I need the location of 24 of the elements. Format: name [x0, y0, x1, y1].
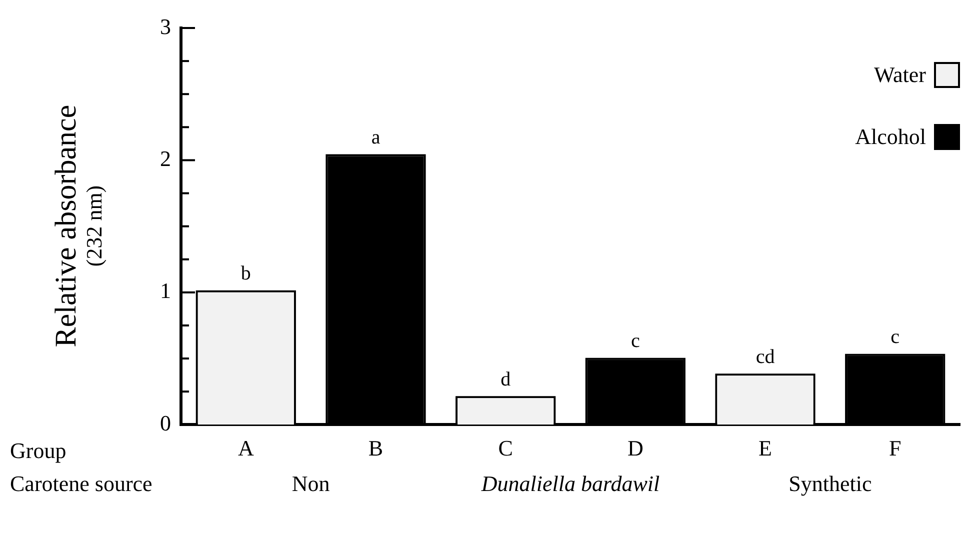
y-axis-title: Relative absorbance (232 nm) [50, 105, 106, 348]
y-tick-label: 0 [160, 410, 171, 436]
text: Dunaliella bardawil [481, 470, 660, 496]
text: Non [292, 470, 330, 496]
x-tick-label: B [368, 436, 384, 461]
annotation: c [630, 330, 640, 352]
annotation: d [500, 368, 511, 390]
annotation: a [371, 126, 380, 148]
annotation: b [240, 262, 251, 285]
text: Synthetic [788, 470, 872, 496]
y-tick-label: 1 [160, 278, 171, 304]
x-tick-label: A [238, 436, 254, 461]
y-tick-label: 2 [160, 146, 171, 171]
annotation: c [890, 326, 900, 348]
x-axis-title: Group [10, 438, 66, 463]
x-tick-label: D [627, 436, 644, 461]
legend-label: Water [874, 62, 926, 88]
x-tick-label: F [888, 436, 902, 461]
annotation: cd [756, 346, 775, 368]
x-tick-label: C [498, 436, 513, 461]
y-tick-label: 3 [160, 14, 171, 39]
legend-label: Alcohol [855, 124, 926, 150]
text: Carotene source [10, 470, 152, 496]
x-tick-label: E [758, 436, 772, 461]
